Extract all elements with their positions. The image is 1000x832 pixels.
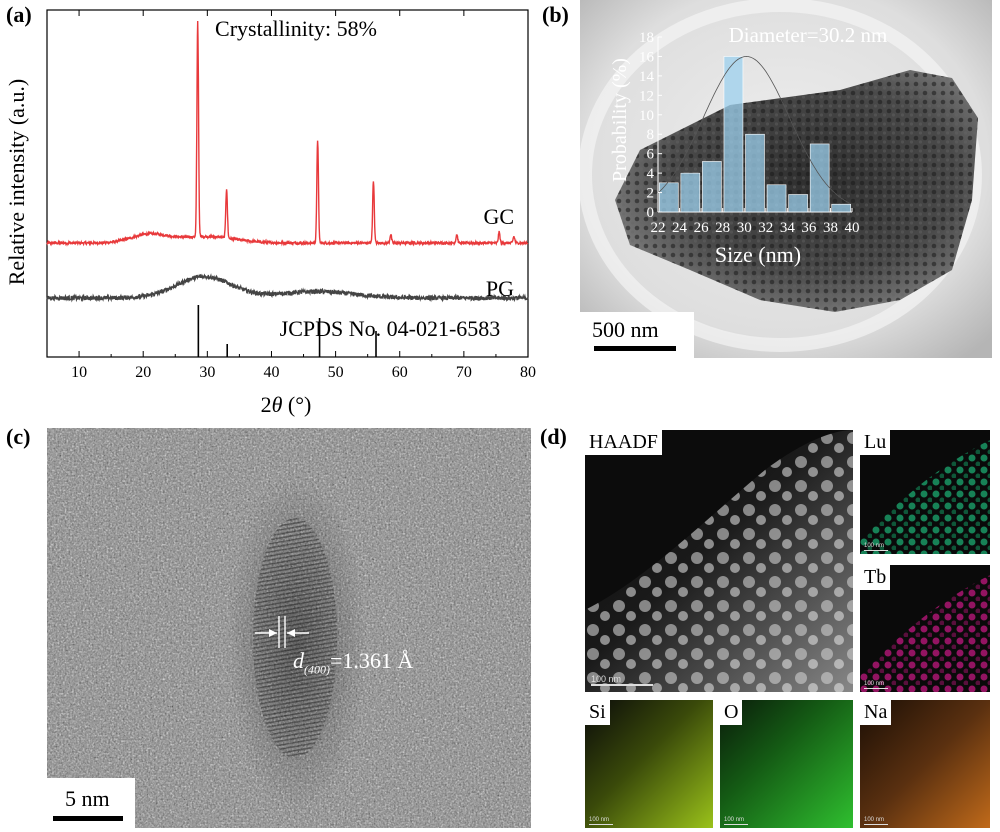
xrd-chart: 10 20 30 40 50 60 70 80 Crystallinity: 58% GC P…: [4, 9, 536, 417]
histogram-x-tick-label: 32: [758, 220, 773, 236]
histogram-y-tick-label: 0: [647, 205, 655, 221]
histogram-y-tick-label: 10: [639, 108, 654, 124]
histogram-y-tick-label: 12: [639, 88, 654, 104]
scalebar-label-na: 100 nm: [864, 817, 885, 823]
histogram-y-tick-label: 18: [639, 30, 654, 46]
x-tick-label: 80: [520, 364, 536, 381]
histogram-bar: [809, 143, 830, 213]
jcpds-ref-label: JCPDS No. 04-021-6583: [280, 316, 501, 341]
histogram-x-tick-label: 24: [672, 220, 688, 236]
xrd-plot-frame: [46, 9, 529, 358]
histogram-bar: [702, 161, 722, 213]
scalebar-label-si: 100 nm: [589, 817, 610, 823]
gaussian-fit-curve: [657, 55, 850, 204]
histogram-bar: [766, 184, 787, 213]
crystallinity-annotation: Crystallinity: 58%: [215, 16, 377, 41]
panel-b-label: (b): [542, 2, 569, 27]
scalebar-si: [589, 824, 613, 825]
scalebar-label-tb: 100 nm: [864, 681, 885, 687]
histogram-x-tick-label: 36: [801, 220, 817, 236]
x-tick-label: 40: [263, 364, 279, 381]
histogram-bar: [831, 203, 852, 213]
histogram-title: Diameter=30.2 nm: [729, 23, 888, 47]
tile-label-tb: Tb: [860, 565, 891, 590]
tile-label-o: O: [720, 700, 743, 725]
scalebar-lu: [864, 550, 888, 551]
histogram-y-tick-label: 4: [647, 166, 655, 182]
histogram-bar: [658, 182, 679, 213]
tile-label-haadf: HAADF: [585, 430, 662, 455]
scalebar-b: [594, 346, 676, 351]
tile-label-na: Na: [860, 700, 892, 725]
scalebar-label-o: 100 nm: [724, 817, 745, 823]
scalebar-box-b: 500 nm: [580, 312, 694, 358]
scalebar-label-lu: 100 nm: [864, 543, 885, 549]
histogram-y-tick-label: 6: [647, 147, 655, 163]
xrd-y-axis-title: Relative intensity (a.u.): [4, 79, 29, 286]
x-tick-label: 10: [71, 364, 87, 381]
histogram-x-axis-title: Size (nm): [715, 242, 801, 267]
d-spacing-label: d(400)=1.361 Å: [293, 648, 414, 677]
gc-diffraction-curve: [46, 20, 529, 247]
histogram-y-axis-title: Probability (%): [609, 58, 631, 182]
haadf-tile: HAADF 100 nm: [585, 430, 853, 692]
pg-curve-label: PG: [486, 276, 514, 301]
tem-image-panel-b: 22 24 26 28 30 32 34 36 38 40 0 2 4 6 8 10 12 14 16 18 Diam…: [580, 0, 992, 358]
histogram-y-tick-label: 8: [647, 127, 655, 143]
scalebar-label-b: 500 nm: [592, 317, 659, 342]
histogram-y-tick-label: 2: [647, 186, 655, 202]
pg-diffraction-curve: [46, 273, 529, 303]
x-tick-label: 50: [328, 364, 344, 381]
x-tick-label: 70: [456, 364, 472, 381]
tb-map-tile: Tb 100 nm: [860, 565, 990, 692]
scalebar-tb: [864, 688, 888, 689]
xrd-x-axis-title: 2θ (°): [261, 392, 312, 417]
tile-label-lu: Lu: [860, 430, 891, 455]
histogram-bar: [723, 56, 744, 213]
histogram-bar: [680, 172, 701, 213]
hrtem-image-panel-c: d(400)=1.361 Å 5 nm: [47, 428, 531, 828]
histogram-bar: [745, 133, 765, 213]
histogram-x-tick-label: 28: [715, 220, 730, 236]
scalebar-haadf: [591, 684, 653, 686]
x-tick-label: 30: [199, 364, 215, 381]
x-tick-label: 20: [135, 364, 151, 381]
panel-c-label: (c): [6, 424, 31, 449]
histogram-x-tick-label: 34: [780, 220, 796, 236]
scalebar-o: [724, 824, 748, 825]
scalebar-label-haadf: 100 nm: [591, 674, 622, 684]
panel-d-label: (d): [540, 424, 567, 449]
lu-map-tile: Lu 100 nm: [860, 430, 990, 554]
histogram-y-tick-label: 16: [639, 49, 655, 65]
histogram-x-tick-label: 22: [651, 220, 666, 236]
tile-label-si: Si: [585, 700, 610, 725]
si-map-tile: Si 100 nm: [585, 700, 713, 828]
panel-a-label: (a): [6, 2, 32, 27]
histogram-x-tick-label: 40: [845, 220, 860, 236]
o-map-tile: O 100 nm: [720, 700, 853, 828]
histogram-bar: [788, 194, 808, 213]
scalebar-c: [53, 816, 123, 821]
scalebar-label-c: 5 nm: [65, 786, 110, 811]
gc-curve-label: GC: [483, 204, 514, 229]
histogram-x-tick-label: 38: [823, 220, 838, 236]
na-map-tile: Na 100 nm: [860, 700, 990, 828]
histogram-x-tick-label: 26: [694, 220, 710, 236]
histogram-x-tick-label: 30: [737, 220, 752, 236]
x-tick-label: 60: [392, 364, 408, 381]
scalebar-na: [864, 824, 888, 825]
lattice-spacing-marker: [255, 616, 309, 648]
histogram-y-tick-label: 14: [639, 69, 655, 85]
scalebar-box-c: 5 nm: [47, 778, 135, 828]
